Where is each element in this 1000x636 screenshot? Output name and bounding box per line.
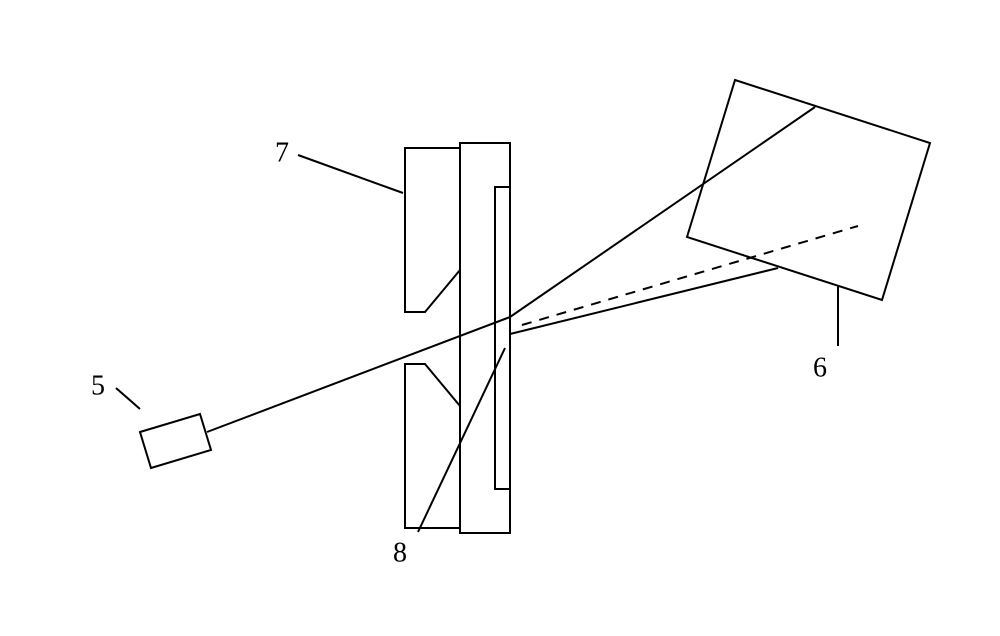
beam-out-lower: [510, 268, 778, 334]
optical-diagram: 5 6 7 8: [0, 0, 1000, 636]
leader-5: [116, 388, 140, 409]
leader-7: [298, 155, 403, 193]
label-8: 8: [393, 537, 407, 568]
diagram-shapes: 5 6 7 8: [91, 80, 930, 568]
label-7: 7: [275, 137, 289, 168]
beam-incident: [207, 317, 510, 432]
source-box: [140, 414, 211, 468]
beam-out-upper: [510, 107, 815, 317]
label-5: 5: [91, 370, 105, 401]
vertical-assembly: [460, 143, 510, 533]
label-6: 6: [813, 352, 827, 383]
detector-screen: [687, 80, 930, 300]
knife-edge-top: [405, 148, 460, 312]
slit-plate: [495, 187, 510, 489]
